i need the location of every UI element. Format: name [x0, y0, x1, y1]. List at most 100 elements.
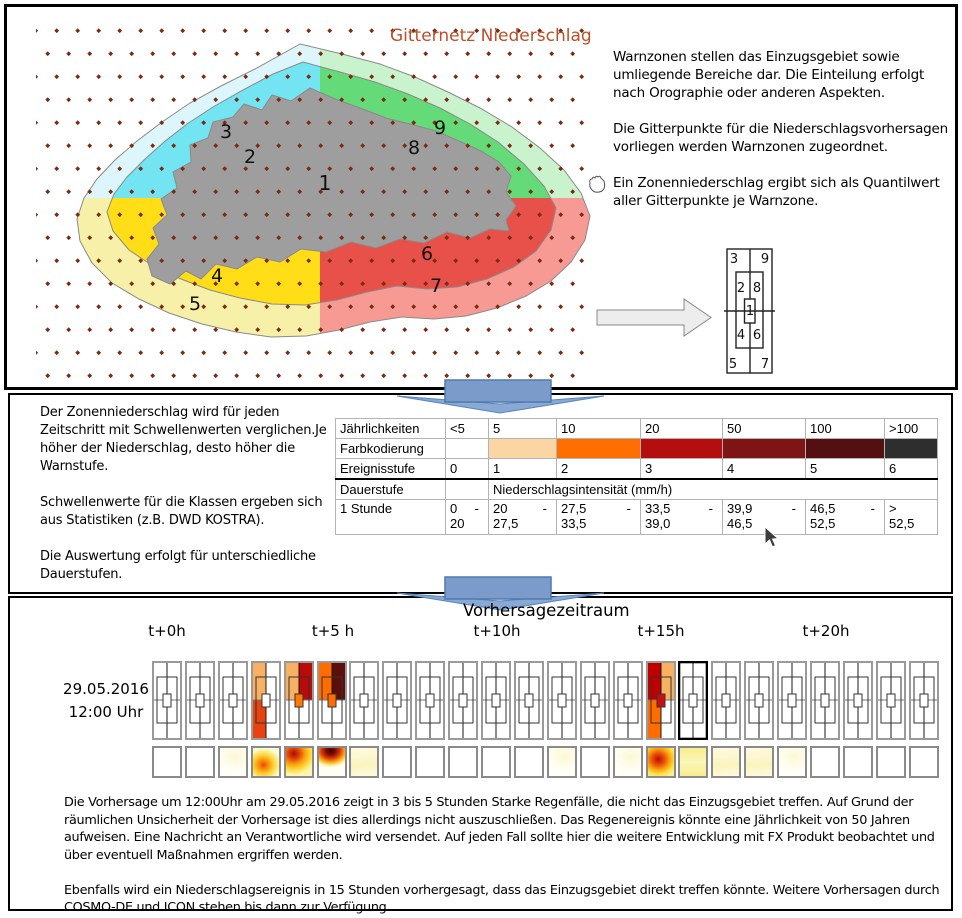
- mouse-pointer-icon: [764, 527, 780, 548]
- legend-zone-label: 2: [737, 281, 745, 296]
- map-zone-label: 1: [319, 171, 332, 195]
- forecast-run-timestamp: 29.05.2016 12:00 Uhr: [63, 680, 149, 721]
- forecast-heat-cell[interactable]: [613, 746, 643, 778]
- map-zone-label: 4: [211, 265, 223, 287]
- legend-zone-label: 9: [761, 252, 769, 267]
- grid-dots-overlay: [36, 12, 588, 380]
- forecast-zone-cell[interactable]: [744, 661, 774, 740]
- time-label-t5: t+5 h: [311, 622, 355, 640]
- forecast-heat-row: [0, 746, 962, 779]
- forecast-zone-cell[interactable]: [777, 661, 807, 740]
- forecast-zone-cell[interactable]: [185, 661, 215, 740]
- time-label-t15: t+15h: [637, 622, 685, 640]
- legend-pointer-arrow: [596, 298, 712, 337]
- time-label-t10: t+10h: [473, 622, 521, 640]
- warnzone-map-graphic: 1 2 3 4 5 6 7 8 9 3 9 2 8 1 4: [36, 12, 775, 380]
- row-label: Ereignisstufe: [335, 458, 446, 480]
- thresholds-description: Der Zonenniederschlag wird für jeden Zei…: [40, 405, 327, 582]
- forecast-zone-cell[interactable]: [481, 661, 511, 740]
- forecast-heat-cell[interactable]: [744, 746, 774, 778]
- forecast-zone-cell[interactable]: [284, 661, 314, 740]
- forecast-heat-cell[interactable]: [152, 746, 182, 778]
- forecast-zone-cell[interactable]: [514, 661, 544, 740]
- forecast-heat-cell[interactable]: [251, 746, 281, 778]
- time-label-t0: t+0h: [148, 622, 186, 640]
- forecast-heat-cell[interactable]: [185, 746, 215, 778]
- forecast-zone-cell[interactable]: [646, 661, 676, 740]
- forecast-zone-cell[interactable]: [349, 661, 379, 740]
- forecast-zone-cell[interactable]: [843, 661, 873, 740]
- forecast-zone-cell[interactable]: [317, 661, 347, 740]
- forecast-heat-cell[interactable]: [349, 746, 379, 778]
- time-label-t20: t+20h: [802, 622, 850, 640]
- forecast-zone-cell[interactable]: [711, 661, 741, 740]
- grab-hand-cursor-icon: [589, 175, 606, 193]
- map-zone-label: 6: [421, 243, 433, 265]
- forecast-zone-row: [0, 661, 962, 740]
- legend-zone-label: 5: [729, 357, 737, 372]
- forecast-heat-cell[interactable]: [876, 746, 906, 778]
- forecast-heat-cell[interactable]: [481, 746, 511, 778]
- row-label: 1 Stunde: [335, 499, 446, 535]
- forecast-heat-cell[interactable]: [777, 746, 807, 778]
- color-swatch: [488, 438, 557, 459]
- forecast-summary-text: Die Vorhersage um 12:00Uhr am 29.05.2016…: [64, 795, 940, 915]
- legend-zone-label: 8: [753, 281, 761, 296]
- legend-zone-label: 1: [746, 304, 754, 319]
- map-zone-label: 8: [408, 137, 420, 159]
- color-swatch: [805, 438, 885, 459]
- transition-arrow-down-2: [396, 576, 605, 611]
- forecast-zone-cell[interactable]: [876, 661, 906, 740]
- map-zone-label: 2: [244, 146, 256, 168]
- forecast-zone-cell[interactable]: [251, 661, 281, 740]
- forecast-zone-cell[interactable]: [678, 661, 708, 740]
- color-swatch: [884, 438, 938, 459]
- forecast-zone-cell[interactable]: [580, 661, 610, 740]
- color-swatch: [640, 438, 723, 459]
- map-zone-label: 3: [220, 121, 232, 143]
- forecast-heat-cell[interactable]: [382, 746, 412, 778]
- forecast-zone-cell[interactable]: [382, 661, 412, 740]
- forecast-heat-cell[interactable]: [448, 746, 478, 778]
- forecast-zone-cell[interactable]: [613, 661, 643, 740]
- forecast-zone-cell[interactable]: [547, 661, 577, 740]
- forecast-heat-cell[interactable]: [284, 746, 314, 778]
- forecast-heat-cell[interactable]: [646, 746, 676, 778]
- map-zone-numbers: 1 2 3 4 5 6 7 8 9: [189, 117, 446, 315]
- legend-zone-label: 4: [737, 328, 745, 343]
- row-label: Jährlichkeiten: [335, 418, 446, 439]
- threshold-table: Jährlichkeiten <5 5 10 20 50 100 >100 Fa…: [335, 418, 938, 535]
- forecast-heat-cell[interactable]: [218, 746, 248, 778]
- forecast-heat-cell[interactable]: [810, 746, 840, 778]
- color-swatch: [556, 438, 641, 459]
- forecast-zone-cell[interactable]: [909, 661, 939, 740]
- forecast-heat-cell[interactable]: [843, 746, 873, 778]
- legend-zone-label: 3: [730, 252, 738, 267]
- legend-zone-label: 7: [761, 357, 769, 372]
- forecast-heat-cell[interactable]: [547, 746, 577, 778]
- forecast-heat-cell[interactable]: [317, 746, 347, 778]
- forecast-zone-cell[interactable]: [415, 661, 445, 740]
- transition-arrow-down-1: [396, 379, 605, 414]
- row-label: Dauerstufe: [335, 478, 446, 500]
- row-dauerstufe: Dauerstufe Niederschlagsintensität (mm/h…: [335, 478, 938, 500]
- forecast-zone-cell[interactable]: [218, 661, 248, 740]
- map-title: Gitternetz Niederschlag: [390, 26, 592, 46]
- forecast-heat-cell[interactable]: [514, 746, 544, 778]
- forecast-zone-cell[interactable]: [810, 661, 840, 740]
- forecast-heat-cell[interactable]: [678, 746, 708, 778]
- row-label: Farbkodierung: [335, 438, 446, 459]
- forecast-heat-cell[interactable]: [711, 746, 741, 778]
- forecast-heat-cell[interactable]: [580, 746, 610, 778]
- map-zone-label: 7: [430, 275, 442, 297]
- zone-legend-diagram: [724, 248, 775, 374]
- forecast-heat-cell[interactable]: [909, 746, 939, 778]
- color-swatch: [722, 438, 806, 459]
- map-zone-label: 5: [189, 293, 201, 315]
- row-jaehrlichkeiten: Jährlichkeiten <5 5 10 20 50 100 >100: [335, 418, 938, 439]
- forecast-heat-cell[interactable]: [415, 746, 445, 778]
- forecast-zone-cell[interactable]: [448, 661, 478, 740]
- forecast-zone-cell[interactable]: [152, 661, 182, 740]
- legend-zone-numbers: 3 9 2 8 1 4 6 5 7: [729, 252, 769, 372]
